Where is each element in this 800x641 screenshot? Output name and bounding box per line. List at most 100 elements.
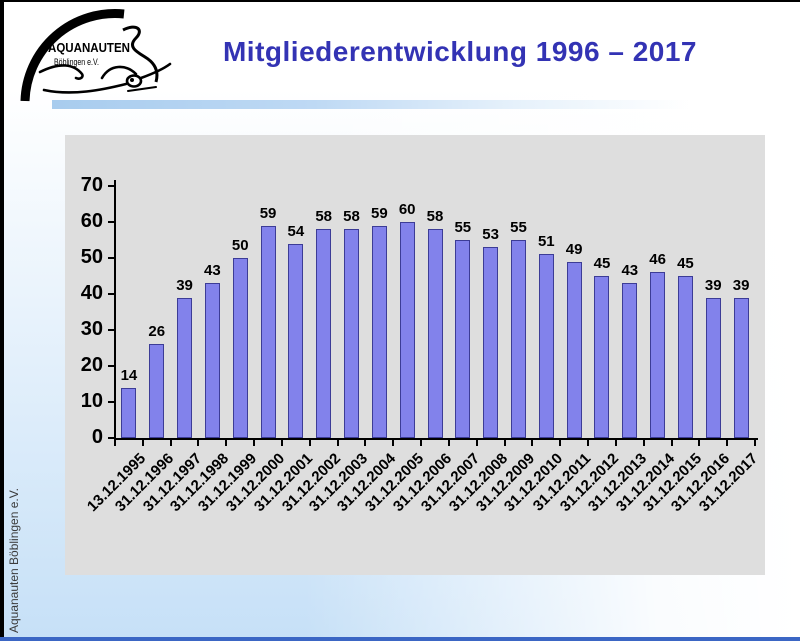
- x-tick: [447, 440, 450, 446]
- x-tick: [280, 440, 283, 446]
- y-axis-label: 70: [80, 174, 103, 196]
- bar: [510, 240, 526, 438]
- bar: [121, 387, 137, 438]
- bar: [538, 254, 554, 438]
- bar: [733, 297, 749, 438]
- bar: [344, 229, 360, 438]
- top-border: [0, 0, 800, 2]
- y-tick: [108, 365, 115, 367]
- logo-text-line2: Böblingen e.V.: [54, 57, 99, 68]
- bar-value-label: 49: [565, 240, 583, 258]
- bar: [149, 344, 165, 438]
- page-title: Mitgliederentwicklung 1996 – 2017: [222, 36, 697, 67]
- bar-value-label: 55: [454, 219, 472, 236]
- x-tick: [253, 440, 256, 446]
- bar: [650, 272, 666, 438]
- x-tick: [614, 440, 617, 446]
- y-axis-label: 40: [80, 282, 103, 304]
- y-tick: [108, 437, 115, 439]
- bar-value-label: 60: [398, 201, 416, 218]
- bar-value-label: 39: [176, 276, 193, 294]
- x-tick: [114, 440, 116, 446]
- bar: [677, 276, 693, 438]
- x-tick: [754, 440, 756, 446]
- bar-value-label: 43: [204, 262, 221, 280]
- x-tick: [225, 440, 228, 446]
- bar-value-label: 50: [231, 237, 249, 254]
- y-axis-label: 20: [80, 354, 103, 376]
- x-tick: [670, 440, 673, 446]
- y-axis-label: 30: [80, 318, 103, 340]
- bar-value-label: 59: [371, 204, 388, 222]
- bar: [455, 240, 471, 438]
- y-axis-label: 60: [80, 210, 103, 232]
- bar: [483, 247, 499, 438]
- y-tick: [108, 401, 115, 403]
- bar: [427, 229, 443, 438]
- bar-value-label: 39: [704, 276, 722, 294]
- left-border: [0, 0, 4, 641]
- y-tick: [108, 293, 115, 295]
- bar-value-label: 59: [259, 204, 277, 222]
- aquanauten-logo: AQUANAUTEN Böblingen e.V.: [20, 9, 172, 102]
- logo-arc-icon: [20, 9, 125, 102]
- bar-value-label: 55: [510, 219, 527, 236]
- x-tick: [698, 440, 701, 446]
- title-divider: [52, 100, 800, 109]
- footer-vertical-text: Aquanauten Böblingen e.V.: [7, 487, 21, 633]
- x-tick: [141, 440, 144, 446]
- x-tick: [169, 440, 172, 446]
- y-axis-label: 50: [80, 246, 103, 268]
- bar-value-label: 26: [148, 323, 166, 341]
- x-tick: [420, 440, 423, 446]
- bar: [177, 297, 193, 438]
- x-tick: [559, 440, 562, 446]
- logo-swimmer-icon: [38, 62, 172, 94]
- bar: [288, 243, 304, 438]
- bar-value-label: 58: [315, 208, 333, 226]
- x-tick: [642, 440, 645, 446]
- bar-value-label: 53: [482, 226, 499, 244]
- y-axis-line: [114, 180, 116, 440]
- bar-value-label: 45: [677, 255, 694, 272]
- plot-area: 0 10 20 30 40 50 60 70 14 13.12.1995 26 31.12.1996 3…: [65, 135, 765, 575]
- x-tick: [475, 440, 478, 446]
- x-tick: [531, 440, 534, 446]
- x-tick: [726, 440, 729, 446]
- bar-value-label: 43: [621, 262, 639, 280]
- x-tick: [308, 440, 311, 446]
- bar-value-label: 58: [343, 208, 360, 226]
- bar-value-label: 58: [426, 208, 444, 226]
- x-tick: [587, 440, 590, 446]
- bar-value-label: 14: [120, 366, 138, 384]
- bar-value-label: 51: [537, 233, 555, 251]
- bar-value-label: 54: [287, 222, 305, 240]
- x-tick: [503, 440, 506, 446]
- logo-wave-icon: [122, 25, 159, 83]
- x-axis-line: [114, 438, 758, 440]
- bar: [566, 261, 582, 438]
- bar: [371, 225, 387, 438]
- bar: [622, 283, 638, 438]
- y-tick: [108, 257, 115, 259]
- x-tick: [364, 440, 367, 446]
- y-tick: [108, 329, 115, 331]
- logo-text-line1: AQUANAUTEN: [48, 41, 130, 55]
- x-tick: [336, 440, 339, 446]
- bar: [204, 283, 220, 438]
- bar: [232, 258, 248, 438]
- y-tick: [108, 221, 115, 223]
- bar-value-label: 39: [732, 276, 750, 294]
- bar-value-label: 45: [593, 255, 611, 272]
- y-axis-label: 0: [91, 426, 103, 448]
- bottom-accent-line: [0, 637, 800, 641]
- bar-value-label: 46: [649, 251, 666, 269]
- x-tick: [392, 440, 395, 446]
- bar: [260, 225, 276, 438]
- y-tick: [108, 185, 115, 187]
- y-axis-label: 10: [80, 390, 103, 412]
- bar: [316, 229, 332, 438]
- bar: [399, 222, 415, 438]
- x-tick: [197, 440, 200, 446]
- bar: [594, 276, 610, 438]
